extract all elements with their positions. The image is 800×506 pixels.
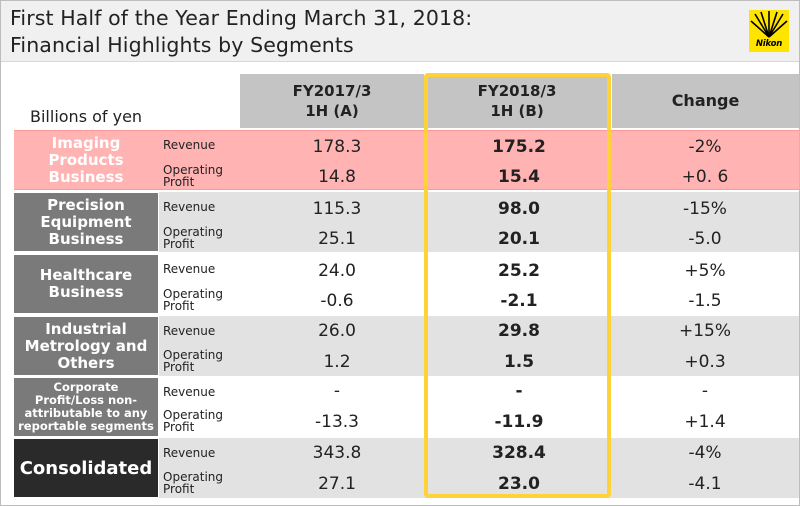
value-change: +5% <box>684 261 726 281</box>
fy2018-column-highlight <box>424 73 611 498</box>
value-fy2018: 15.4 <box>498 167 540 187</box>
segment-label-line: Industrial <box>45 319 127 338</box>
column-header-fy2017: FY2017/3 1H (A) <box>240 74 424 128</box>
value-change: -1.5 <box>688 291 722 311</box>
value-change: -15% <box>683 199 727 219</box>
segment-label-line: Precision <box>47 195 125 214</box>
metric-label: Profit <box>163 299 195 313</box>
value-change: +0.3 <box>684 352 726 372</box>
value-fy2018: 328.4 <box>492 443 546 463</box>
metric-label: Profit <box>163 237 195 251</box>
segment-label-line: Business <box>48 283 124 301</box>
segment-label-line: reportable segments <box>18 419 154 433</box>
value-fy2017: 1.2 <box>323 352 351 372</box>
segment-label-line: Others <box>57 353 115 372</box>
slide-title-line-1: First Half of the Year Ending March 31, … <box>10 6 473 30</box>
slide-header: First Half of the Year Ending March 31, … <box>0 0 800 62</box>
segment-label-line: Imaging <box>51 133 121 152</box>
column-header-line: FY2017/3 <box>292 82 372 100</box>
segment-label-precision: Precision Equipment Business <box>14 193 158 251</box>
segment-label-industrial: Industrial Metrology and Others <box>14 317 158 375</box>
metric-label: Operating <box>163 348 223 362</box>
value-fy2018: - <box>515 381 523 401</box>
row-band-industrial <box>159 316 799 376</box>
segment-label-healthcare: Healthcare Business <box>14 255 158 313</box>
value-fy2017: -13.3 <box>315 412 359 432</box>
value-fy2018: 98.0 <box>498 199 540 219</box>
row-band-consolidated <box>159 438 799 498</box>
metric-label: Revenue <box>163 324 216 338</box>
nikon-logo: Nikon <box>749 10 789 52</box>
value-fy2017: 26.0 <box>318 321 356 341</box>
metric-label: Revenue <box>163 385 216 399</box>
value-fy2018: 1.5 <box>503 352 535 372</box>
value-fy2018: 20.1 <box>498 229 540 249</box>
metric-label: Operating <box>163 163 223 177</box>
metric-label: Operating <box>163 225 223 239</box>
value-fy2017: - <box>333 381 341 401</box>
value-change: - <box>701 381 709 401</box>
segment-label-line: Business <box>48 167 124 186</box>
segment-label-line: Healthcare <box>39 266 133 284</box>
row-band-precision <box>159 192 799 252</box>
value-fy2018: 29.8 <box>498 321 540 341</box>
value-fy2017: 25.1 <box>318 229 356 249</box>
segment-label-line: Products <box>48 150 124 169</box>
value-fy2018: -11.9 <box>494 412 544 432</box>
segment-label-line: Profit/Loss non- <box>34 393 138 407</box>
value-change: +0. 6 <box>681 167 729 187</box>
metric-label: Profit <box>163 175 195 189</box>
value-fy2018: 175.2 <box>492 137 546 157</box>
value-fy2017: 14.8 <box>318 167 356 187</box>
column-header-change: Change <box>612 74 799 128</box>
metric-label: Operating <box>163 287 223 301</box>
segment-label-corporate: Corporate Profit/Loss non- attributable … <box>14 378 158 436</box>
value-fy2018: -2.1 <box>500 291 538 311</box>
segment-label-line: Metrology and <box>24 336 148 355</box>
metric-label: Revenue <box>163 200 216 214</box>
metric-label: Operating <box>163 470 223 484</box>
value-fy2017: 27.1 <box>318 474 356 494</box>
metric-label: Profit <box>163 420 195 434</box>
row-band-imaging <box>14 130 799 190</box>
value-fy2018: 25.2 <box>498 261 540 281</box>
segment-label-line: attributable to any <box>24 406 148 420</box>
row-band-border <box>14 130 799 190</box>
value-fy2017: -0.6 <box>320 291 354 311</box>
metric-label: Revenue <box>163 446 216 460</box>
value-fy2017: 178.3 <box>312 137 362 157</box>
logo-text: Nikon <box>755 39 783 49</box>
column-header-line: 1H (B) <box>490 102 544 120</box>
metric-label: Revenue <box>163 262 216 276</box>
value-change: +1.4 <box>684 412 726 432</box>
column-header-fy2018: FY2018/3 1H (B) <box>427 74 607 128</box>
metric-label: Operating <box>163 408 223 422</box>
value-change: +15% <box>678 321 732 341</box>
units-label: Billions of yen <box>30 107 143 126</box>
segment-label-line: Equipment <box>40 212 132 231</box>
value-change: -4.1 <box>688 474 722 494</box>
segment-label-imaging: Imaging Products Business <box>14 131 158 189</box>
segment-label-line: Business <box>48 229 124 248</box>
value-fy2017: 115.3 <box>312 199 362 219</box>
value-change: -4% <box>688 443 722 463</box>
value-change: -5.0 <box>688 229 722 249</box>
value-fy2017: 24.0 <box>318 261 356 281</box>
metric-label: Profit <box>163 482 195 496</box>
value-fy2018: 23.0 <box>498 474 540 494</box>
metric-label: Revenue <box>163 138 216 152</box>
column-header-line: Change <box>671 91 740 110</box>
sun-rays-icon <box>750 11 788 38</box>
segment-label-line: Corporate <box>53 380 119 394</box>
slide-title-line-2: Financial Highlights by Segments <box>10 33 354 57</box>
column-header-line: FY2018/3 <box>477 82 557 100</box>
metric-label: Profit <box>163 360 195 374</box>
column-header-line: 1H (A) <box>305 102 359 120</box>
segment-label-consolidated: Consolidated <box>14 439 158 497</box>
segment-label-line: Consolidated <box>19 457 153 479</box>
value-fy2017: 343.8 <box>312 443 362 463</box>
value-change: -2% <box>688 137 722 157</box>
